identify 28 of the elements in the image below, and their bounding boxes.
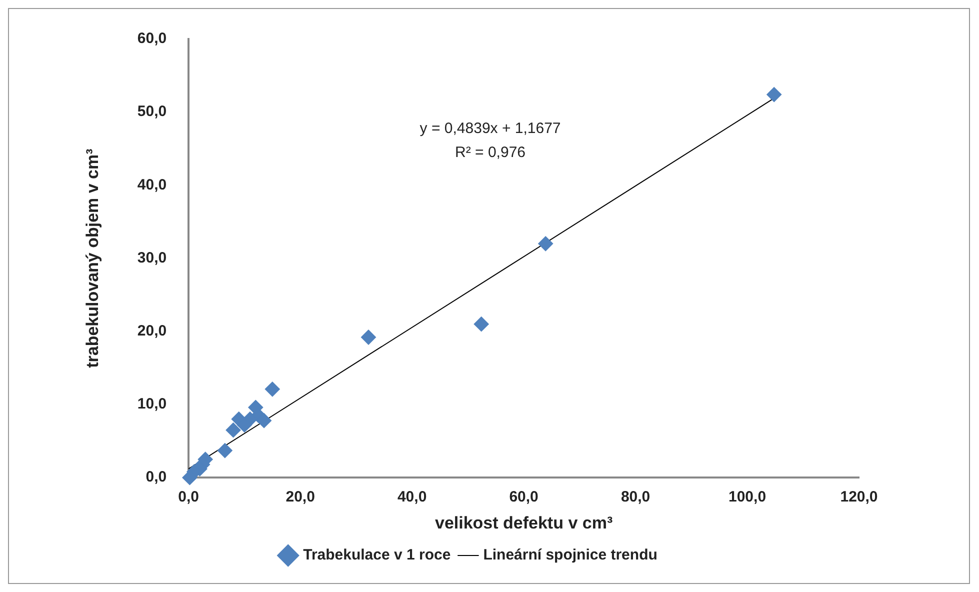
- y-tick-label: 60,0: [137, 30, 167, 48]
- point: [538, 236, 554, 252]
- legend-label: Lineární spojnice trendu: [483, 546, 658, 564]
- legend-label: Trabekulace v 1 roce: [303, 546, 451, 564]
- x-axis-title: velikost defektu v cm³: [434, 513, 613, 532]
- x-tick-label: 0,0: [178, 488, 200, 506]
- point: [226, 422, 241, 438]
- y-tick-label: 50,0: [137, 103, 167, 120]
- point: [264, 382, 280, 397]
- point: [256, 413, 272, 428]
- y-tick-label: 30,0: [137, 249, 167, 266]
- y-tick-label: 40,0: [137, 176, 167, 194]
- point: [360, 330, 376, 345]
- x-tick-label: 60,0: [509, 488, 538, 506]
- y-tick-label: 20,0: [137, 322, 167, 340]
- x-tick-label: 20,0: [286, 488, 315, 506]
- x-tick-label: 40,0: [397, 488, 427, 506]
- x-tick-label: 120,0: [840, 488, 878, 506]
- y-tick-label: 0,0: [146, 468, 167, 486]
- annotation: y = 0,4839x + 1,1677: [420, 120, 561, 138]
- x-tick-label: 80,0: [620, 488, 650, 506]
- x-tick-label: 100,0: [728, 488, 766, 506]
- annotation: R² = 0,976: [455, 144, 526, 162]
- point: [217, 443, 232, 458]
- y-tick-label: 10,0: [137, 396, 167, 413]
- point: [766, 87, 782, 102]
- point: [474, 316, 489, 332]
- y-axis-title: trabekulovaný objem v cm³: [82, 148, 102, 368]
